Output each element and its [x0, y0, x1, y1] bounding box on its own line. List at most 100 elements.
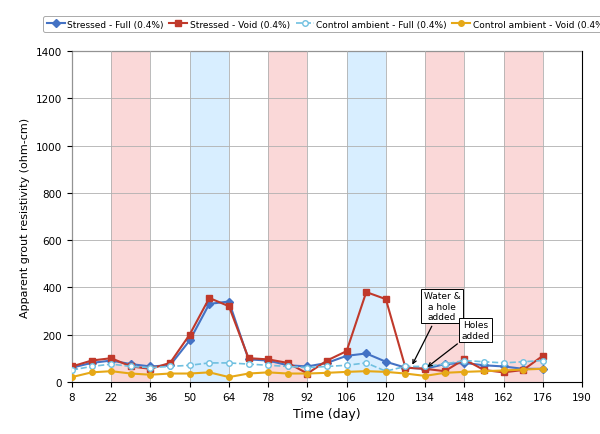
Control ambient - Void (0.4%) [402, 371, 409, 376]
Control ambient - Full (0.4%) [323, 364, 331, 369]
Control ambient - Void (0.4%) [245, 371, 252, 376]
Stressed - Full (0.4%) [402, 365, 409, 370]
Control ambient - Full (0.4%) [245, 362, 252, 367]
Control ambient - Void (0.4%) [362, 369, 370, 374]
Stressed - Void (0.4%) [441, 369, 448, 374]
Control ambient - Void (0.4%) [343, 369, 350, 375]
Y-axis label: Apparent grout resistivity (ohm-cm): Apparent grout resistivity (ohm-cm) [20, 117, 31, 317]
Control ambient - Void (0.4%) [539, 366, 547, 372]
Control ambient - Void (0.4%) [323, 370, 331, 375]
Control ambient - Void (0.4%) [88, 370, 95, 375]
Control ambient - Void (0.4%) [107, 369, 115, 374]
Control ambient - Full (0.4%) [68, 368, 76, 373]
Control ambient - Full (0.4%) [147, 365, 154, 370]
Text: Holes
added: Holes added [428, 320, 490, 366]
Stressed - Full (0.4%) [127, 362, 134, 367]
Stressed - Full (0.4%) [68, 365, 76, 370]
Control ambient - Full (0.4%) [127, 364, 134, 369]
Stressed - Void (0.4%) [520, 368, 527, 373]
Stressed - Full (0.4%) [206, 302, 213, 307]
Stressed - Void (0.4%) [127, 364, 134, 369]
Stressed - Full (0.4%) [421, 366, 428, 372]
Stressed - Void (0.4%) [245, 356, 252, 361]
Control ambient - Void (0.4%) [147, 372, 154, 378]
Line: Stressed - Full (0.4%): Stressed - Full (0.4%) [69, 299, 545, 372]
Control ambient - Full (0.4%) [88, 364, 95, 369]
Legend: Stressed - Full (0.4%), Stressed - Void (0.4%), Control ambient - Full (0.4%), C: Stressed - Full (0.4%), Stressed - Void … [43, 17, 600, 33]
Stressed - Void (0.4%) [284, 361, 292, 366]
Stressed - Full (0.4%) [107, 358, 115, 363]
Control ambient - Void (0.4%) [481, 369, 488, 374]
Stressed - Full (0.4%) [382, 359, 389, 365]
Bar [268, 52, 307, 382]
Stressed - Full (0.4%) [520, 366, 527, 372]
Control ambient - Full (0.4%) [284, 364, 292, 369]
Stressed - Full (0.4%) [323, 361, 331, 366]
Control ambient - Full (0.4%) [107, 362, 115, 367]
Bar [190, 52, 229, 382]
Stressed - Void (0.4%) [343, 349, 350, 354]
Control ambient - Full (0.4%) [226, 361, 233, 366]
Control ambient - Full (0.4%) [402, 364, 409, 369]
Control ambient - Void (0.4%) [265, 370, 272, 375]
Stressed - Void (0.4%) [147, 366, 154, 372]
Bar [503, 52, 543, 382]
Stressed - Void (0.4%) [166, 361, 173, 366]
Control ambient - Void (0.4%) [441, 370, 448, 375]
Stressed - Full (0.4%) [88, 361, 95, 366]
Stressed - Void (0.4%) [539, 353, 547, 358]
Stressed - Full (0.4%) [362, 351, 370, 356]
Control ambient - Void (0.4%) [166, 371, 173, 376]
Control ambient - Void (0.4%) [206, 370, 213, 375]
Stressed - Full (0.4%) [461, 361, 468, 366]
Stressed - Full (0.4%) [343, 353, 350, 358]
Stressed - Full (0.4%) [265, 358, 272, 363]
Control ambient - Full (0.4%) [539, 358, 547, 363]
Control ambient - Full (0.4%) [461, 358, 468, 363]
Stressed - Full (0.4%) [226, 299, 233, 304]
Stressed - Void (0.4%) [304, 371, 311, 376]
Control ambient - Void (0.4%) [127, 371, 134, 376]
Control ambient - Void (0.4%) [421, 373, 428, 378]
Control ambient - Full (0.4%) [206, 361, 213, 366]
Control ambient - Full (0.4%) [382, 369, 389, 374]
Control ambient - Full (0.4%) [186, 363, 193, 368]
Stressed - Void (0.4%) [206, 296, 213, 301]
Bar [347, 52, 386, 382]
Control ambient - Void (0.4%) [500, 368, 507, 373]
Stressed - Full (0.4%) [500, 364, 507, 369]
Stressed - Full (0.4%) [284, 363, 292, 368]
Stressed - Void (0.4%) [461, 357, 468, 362]
Stressed - Void (0.4%) [186, 332, 193, 337]
Stressed - Void (0.4%) [421, 366, 428, 372]
Control ambient - Full (0.4%) [304, 365, 311, 370]
X-axis label: Time (day): Time (day) [293, 407, 361, 420]
Line: Control ambient - Void (0.4%): Control ambient - Void (0.4%) [69, 366, 545, 380]
Stressed - Full (0.4%) [166, 363, 173, 368]
Control ambient - Full (0.4%) [481, 359, 488, 365]
Control ambient - Void (0.4%) [304, 371, 311, 376]
Control ambient - Full (0.4%) [441, 362, 448, 367]
Stressed - Full (0.4%) [304, 364, 311, 369]
Control ambient - Void (0.4%) [284, 371, 292, 376]
Line: Stressed - Void (0.4%): Stressed - Void (0.4%) [69, 289, 545, 376]
Stressed - Full (0.4%) [245, 357, 252, 362]
Stressed - Void (0.4%) [68, 364, 76, 369]
Stressed - Void (0.4%) [265, 357, 272, 362]
Bar [425, 52, 464, 382]
Control ambient - Full (0.4%) [500, 361, 507, 366]
Control ambient - Void (0.4%) [520, 367, 527, 372]
Stressed - Void (0.4%) [362, 290, 370, 295]
Control ambient - Void (0.4%) [186, 371, 193, 376]
Line: Control ambient - Full (0.4%): Control ambient - Full (0.4%) [69, 358, 545, 374]
Control ambient - Full (0.4%) [166, 364, 173, 369]
Stressed - Full (0.4%) [147, 364, 154, 369]
Stressed - Void (0.4%) [226, 304, 233, 309]
Text: Water &
a hole
added: Water & a hole added [413, 292, 460, 364]
Control ambient - Full (0.4%) [343, 363, 350, 368]
Control ambient - Full (0.4%) [362, 361, 370, 366]
Stressed - Void (0.4%) [88, 358, 95, 363]
Control ambient - Void (0.4%) [68, 375, 76, 380]
Stressed - Full (0.4%) [539, 366, 547, 372]
Stressed - Void (0.4%) [402, 365, 409, 370]
